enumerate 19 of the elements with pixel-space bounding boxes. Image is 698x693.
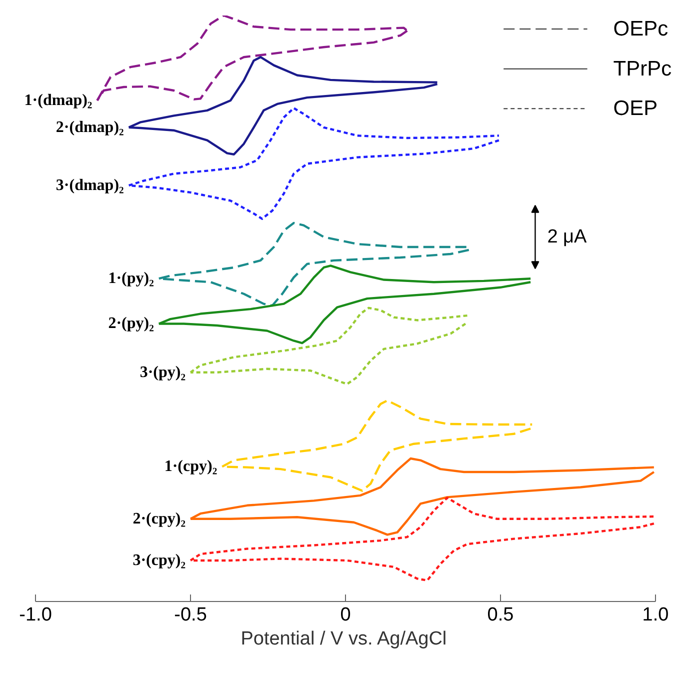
x-tick-label: 1.0 (642, 604, 669, 626)
series-label: 1·(py)₂ (108, 270, 154, 288)
x-tick-label: 0 (340, 604, 351, 626)
series-label: 1·(dmap)₂ (24, 92, 92, 109)
x-tick-label: 0.5 (487, 604, 514, 626)
annotation: TPrPc (613, 57, 672, 80)
series-label: 3·(cpy)₂ (132, 552, 186, 569)
series-label: 2·(dmap)₂ (56, 118, 124, 136)
annotation: OEPc (613, 17, 668, 40)
series-label: 2·(py)₂ (108, 315, 154, 332)
annotation: OEP (613, 97, 658, 120)
series-label: 1·(cpy)₂ (164, 458, 218, 476)
x-axis-title: Potential / V vs. Ag/AgCl (240, 628, 447, 650)
series-label: 3·(py)₂ (140, 364, 186, 381)
x-tick-label: -0.5 (174, 604, 207, 626)
series-label: 3·(dmap)₂ (56, 176, 124, 194)
series-label: 2·(cpy)₂ (132, 510, 186, 528)
annotation: 2 μA (547, 226, 587, 248)
x-tick-label: -1.0 (19, 604, 52, 626)
